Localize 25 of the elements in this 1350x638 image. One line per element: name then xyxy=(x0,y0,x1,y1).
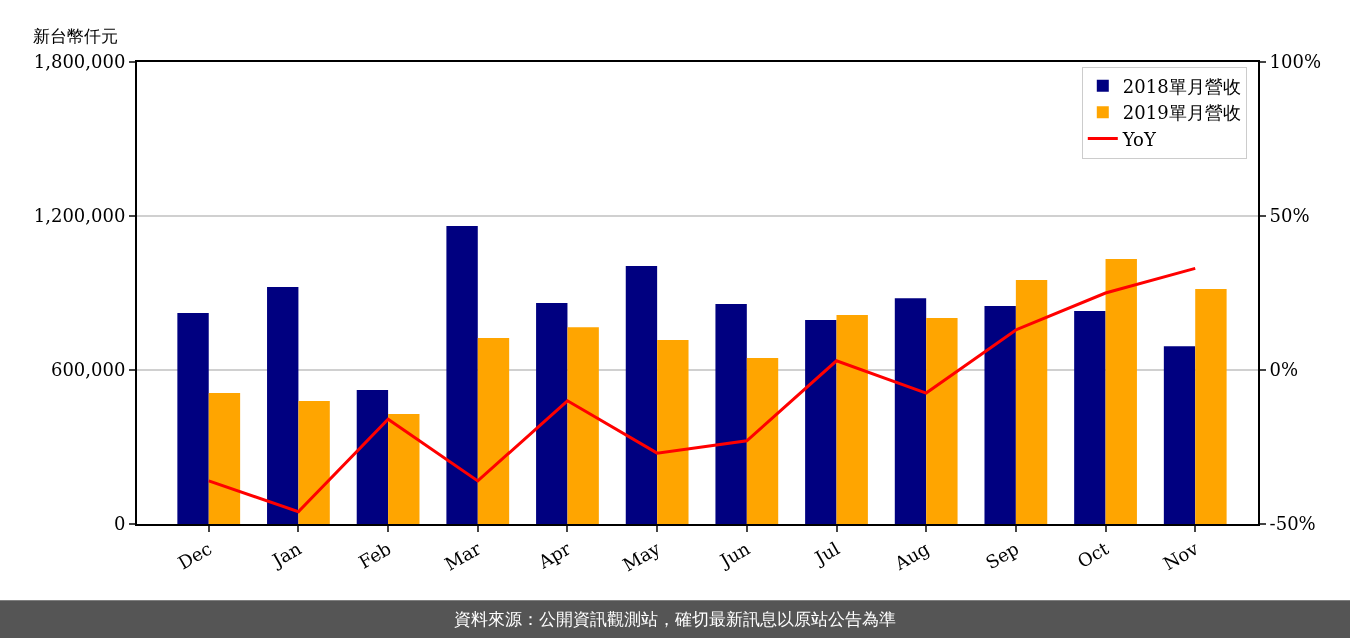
x-tick-label: Nov xyxy=(1159,537,1203,575)
x-tick-label: Sep xyxy=(981,537,1023,574)
legend-label: 2019單月營收 xyxy=(1122,102,1241,124)
y-tick-label: 1,200,000 xyxy=(33,205,126,227)
x-tick-label: Dec xyxy=(174,537,216,574)
y2-tick-label: 0% xyxy=(1269,359,1299,381)
x-tick-label: Oct xyxy=(1073,537,1113,572)
x-tick-label: Feb xyxy=(354,537,395,573)
y-tick-label: 0 xyxy=(113,513,126,535)
y2-tick-label: -50% xyxy=(1269,513,1316,535)
x-tick-label: Jun xyxy=(714,537,754,573)
y2-tick-label: 50% xyxy=(1269,205,1310,227)
x-tick-label: Aug xyxy=(890,537,933,575)
x-tick-label: Apr xyxy=(533,537,575,573)
x-tick-label: May xyxy=(619,537,665,576)
legend-label: 2018單月營收 xyxy=(1122,75,1241,97)
y-tick-label: 1,800,000 xyxy=(33,51,126,73)
y-axis-title: 新台幣仟元 xyxy=(33,26,118,46)
legend-label: YoY xyxy=(1121,128,1157,150)
x-tick-label: Jan xyxy=(267,537,306,572)
y-tick-label: 600,000 xyxy=(50,359,126,381)
x-tick-label: Jul xyxy=(809,537,844,570)
y2-tick-label: 100% xyxy=(1269,51,1322,73)
source-note: 資料來源：公開資訊觀測站，確切最新訊息以原站公告為準 xyxy=(454,609,896,629)
x-tick-label: Mar xyxy=(441,537,485,575)
